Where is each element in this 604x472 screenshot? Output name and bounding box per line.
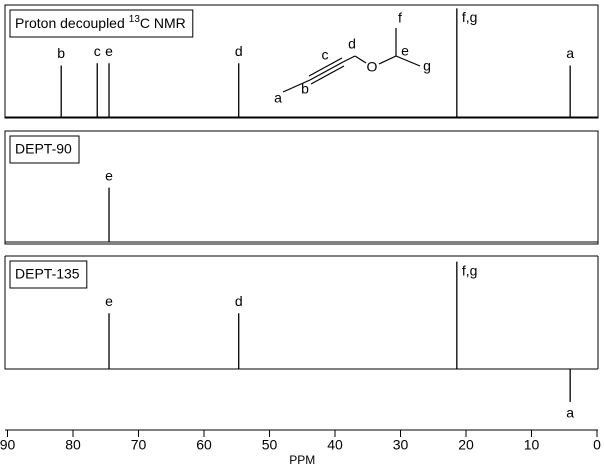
peak-label: d <box>235 293 243 309</box>
structure-label: c <box>322 47 329 63</box>
x-tick-label: 60 <box>196 437 212 453</box>
structure-label: a <box>274 90 282 106</box>
peak-label: e <box>105 167 113 183</box>
peak-label: b <box>57 45 65 61</box>
x-tick-label: 40 <box>327 437 343 453</box>
x-tick-label: 10 <box>524 437 540 453</box>
title-box <box>9 135 80 164</box>
title-superscript: 13 <box>129 14 141 25</box>
peak-label: c <box>94 43 101 59</box>
structure-label: O <box>367 59 378 75</box>
panel-frame <box>4 130 599 245</box>
title-text: C NMR <box>140 15 186 31</box>
structure-label: g <box>423 58 431 74</box>
peak-label: e <box>105 293 113 309</box>
x-tick-label: 90 <box>0 437 15 453</box>
title-text: Proton decoupled <box>15 15 125 31</box>
panel-frame <box>4 4 599 119</box>
x-tick-label: 20 <box>458 437 474 453</box>
x-tick-label: 30 <box>393 437 409 453</box>
structure-bonds <box>282 28 421 93</box>
panel-title: DEPT-135 <box>15 266 80 282</box>
peak-label: e <box>105 43 113 59</box>
title-box <box>9 260 88 289</box>
structure-label: f <box>398 10 402 26</box>
x-tick-label: 80 <box>65 437 81 453</box>
x-tick-label: 0 <box>593 437 601 453</box>
title-box <box>9 9 194 38</box>
peak-label: d <box>235 43 243 59</box>
x-axis-label: PPM <box>289 453 315 467</box>
structure-label: b <box>301 81 309 97</box>
panel-title: Proton decoupled 13C NMR <box>15 14 186 31</box>
panel-title: DEPT-90 <box>15 141 72 157</box>
peak-label: f,g <box>462 262 478 278</box>
peak-label: a <box>566 405 574 421</box>
peak-label: f,g <box>462 9 478 25</box>
structure-label: e <box>401 43 409 59</box>
peak-label: a <box>566 45 574 61</box>
x-tick-label: 70 <box>131 437 147 453</box>
structure-label: d <box>348 36 356 52</box>
x-tick-label: 50 <box>262 437 278 453</box>
